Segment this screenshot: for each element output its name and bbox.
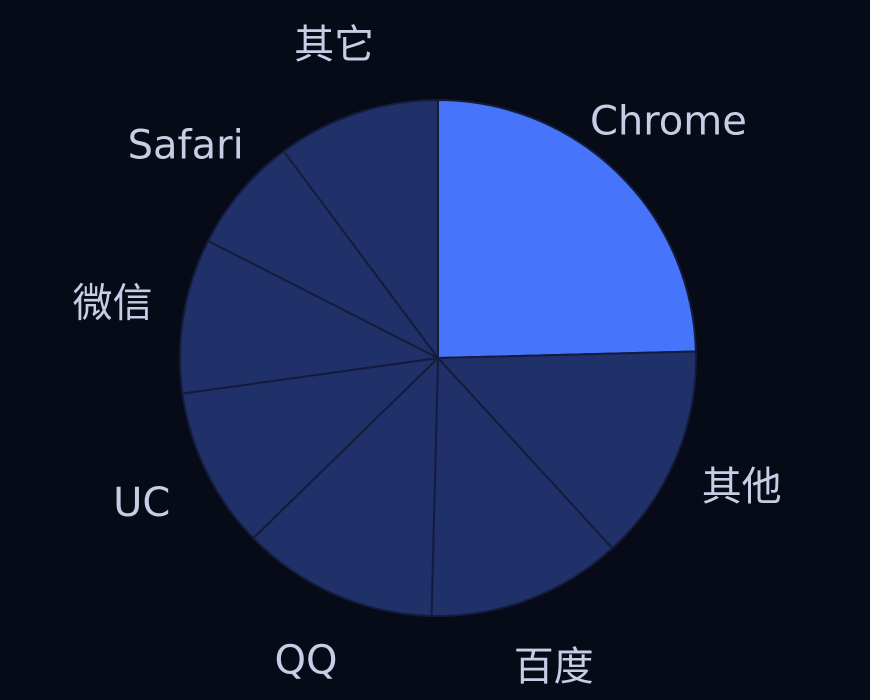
pie-slice [252, 357, 439, 617]
pie-slices [179, 99, 697, 617]
slice-label: 其他 [702, 464, 782, 510]
slice-label: UC [113, 480, 170, 526]
pie-slice [430, 357, 614, 617]
slice-label: 其它 [294, 22, 374, 68]
slice-label: QQ [275, 637, 338, 683]
pie-slice [437, 99, 697, 359]
pie-slice [181, 357, 439, 540]
pie-slice [179, 239, 439, 395]
slice-label: 百度 [514, 644, 594, 690]
pie-slice [282, 99, 439, 359]
slice-label: Safari [128, 122, 244, 168]
slice-label: 微信 [73, 280, 153, 326]
pie-slice [437, 350, 697, 550]
slice-label: Chrome [590, 99, 747, 145]
pie-slice [207, 150, 439, 359]
